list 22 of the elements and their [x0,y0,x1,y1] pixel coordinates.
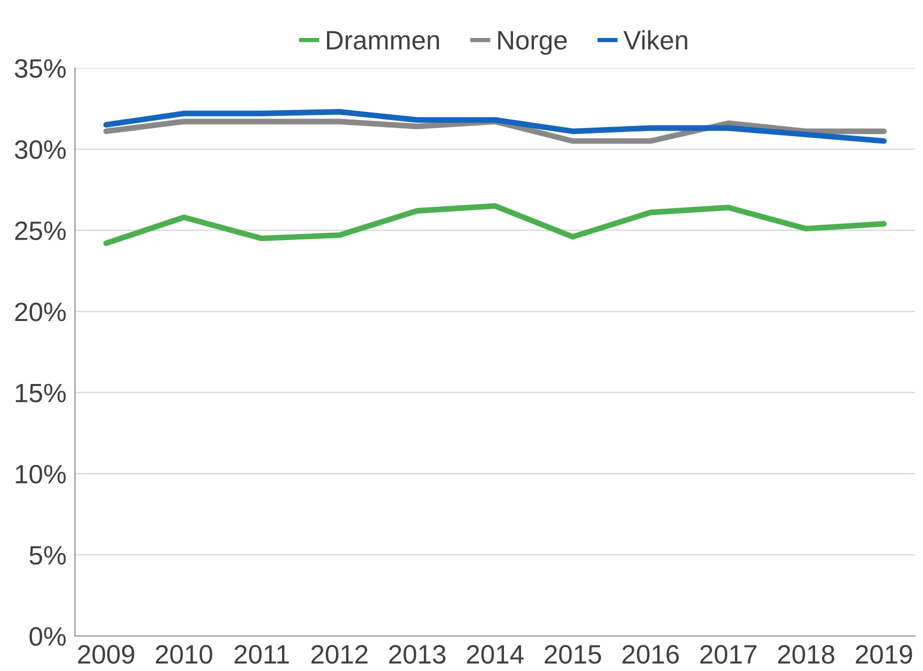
x-tick-label: 2015 [544,645,602,664]
x-tick-label: 2016 [622,645,679,664]
x-tick-label: 2018 [778,645,834,664]
x-tick-label: 2013 [389,645,446,664]
y-tick-label: 20% [15,302,66,322]
y-tick-label: 30% [14,140,66,159]
x-tick-label: 2010 [156,645,212,664]
x-tick-label: 2017 [700,645,756,664]
x-tick-label: 2014 [466,645,524,664]
y-tick-label: 25% [15,221,66,240]
x-tick-label: 2019 [856,645,912,664]
x-tick-label: 2009 [78,645,134,664]
legend-label: Drammen [327,31,439,50]
y-tick-label: 5% [30,546,66,565]
x-tick-label: 2011 [234,645,289,664]
x-tick-label: 2012 [311,645,368,664]
y-tick-label: 15% [16,384,66,402]
legend-label: Viken [623,30,688,50]
y-tick-label: 35% [14,59,66,78]
y-tick-label: 0% [30,627,66,646]
y-tick-label: 10% [16,464,66,484]
legend-label: Norge [498,31,567,55]
